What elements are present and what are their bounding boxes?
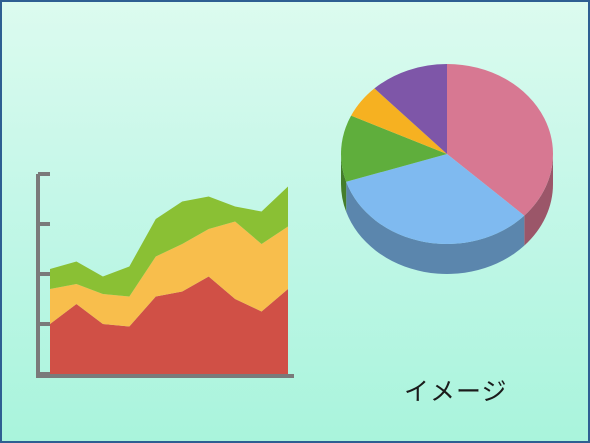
pie-slice-side-3 xyxy=(341,154,347,212)
pie-slice-2 xyxy=(346,154,525,244)
area-series-3 xyxy=(50,186,288,297)
pie-slice-3 xyxy=(341,115,447,182)
pie-slice-side-1 xyxy=(524,154,553,246)
pie-slice-1 xyxy=(447,64,554,216)
pie-slice-4 xyxy=(351,88,447,154)
area-series-1 xyxy=(50,276,288,374)
pie-slice-side-2 xyxy=(346,181,525,274)
area-series-2 xyxy=(50,221,288,327)
caption-text: イメージ xyxy=(404,377,508,406)
pie-slice-5 xyxy=(374,64,447,154)
